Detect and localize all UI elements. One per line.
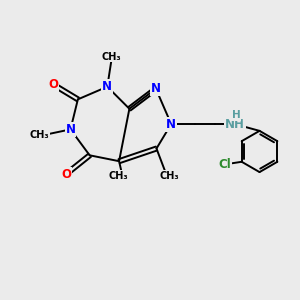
Text: O: O — [48, 78, 59, 91]
Text: NH: NH — [225, 118, 245, 130]
Text: CH₃: CH₃ — [109, 171, 128, 181]
Text: O: O — [61, 168, 71, 181]
Text: N: N — [166, 118, 176, 130]
Text: N: N — [151, 82, 161, 95]
Text: Cl: Cl — [218, 158, 231, 171]
Text: N: N — [102, 80, 112, 93]
Text: H: H — [232, 110, 241, 120]
Text: N: N — [65, 123, 76, 136]
Text: CH₃: CH₃ — [160, 171, 179, 181]
Text: CH₃: CH₃ — [30, 130, 50, 140]
Text: CH₃: CH₃ — [102, 52, 122, 62]
